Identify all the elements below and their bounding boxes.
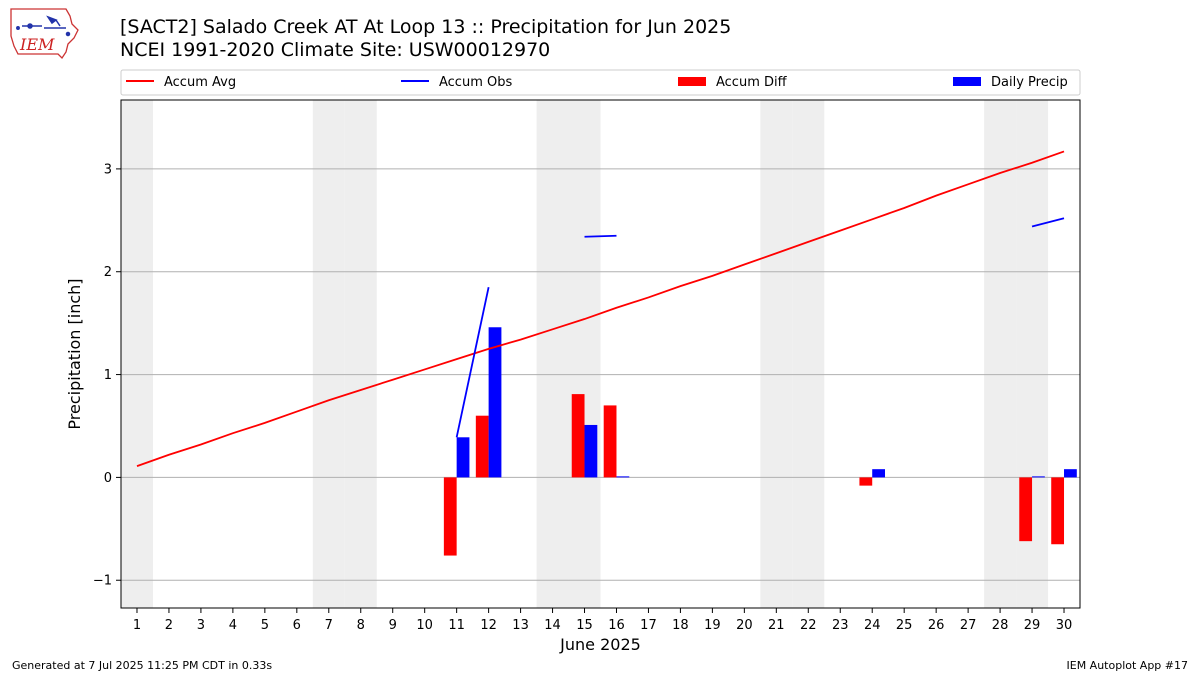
daily-precip-bar-30 — [1064, 469, 1077, 478]
legend-swatch-3 — [678, 77, 706, 86]
accum-diff-bar-30 — [1051, 477, 1065, 545]
iowa-state-outline-icon — [10, 8, 79, 60]
weekend-shading — [121, 100, 1049, 608]
grid-lines — [121, 168, 1080, 581]
x-tick-label: 22 — [800, 618, 817, 633]
x-axis-label: June 2025 — [559, 635, 641, 654]
x-tick-label: 1 — [133, 618, 141, 633]
weekend-shade-day-15 — [568, 100, 601, 608]
accum-diff-bar-15 — [571, 394, 585, 478]
x-tick-label: 10 — [416, 618, 433, 633]
x-tick-label: 16 — [608, 618, 625, 633]
y-tick-label: 1 — [104, 368, 112, 383]
accum-diff-bar-24 — [859, 477, 873, 486]
x-tick-label: 5 — [261, 618, 269, 633]
x-tick-label: 30 — [1056, 618, 1073, 633]
y-tick-label: 3 — [104, 162, 112, 177]
x-tick-label: 15 — [576, 618, 593, 633]
accum-diff-bar-29 — [1019, 477, 1033, 542]
bars — [443, 327, 1077, 556]
daily-precip-bar-29 — [1032, 476, 1045, 478]
legend-label-3: Accum Diff — [716, 75, 788, 90]
accum-obs-line-segment-2 — [584, 234, 617, 238]
legend-swatch-4 — [953, 77, 981, 86]
accum-avg-line — [136, 150, 1065, 467]
accum-diff-bar-11 — [443, 477, 457, 556]
weekend-shade-day-1 — [121, 100, 153, 608]
weekend-shade-day-7 — [312, 100, 345, 608]
plot-frame — [120, 99, 1081, 609]
x-tick-label: 25 — [896, 618, 913, 633]
x-tick-label: 19 — [704, 618, 721, 633]
x-tick-label: 11 — [448, 618, 465, 633]
legend-label-1: Accum Avg — [164, 75, 236, 90]
y-tick-label: 0 — [104, 471, 112, 486]
x-tick-label: 26 — [928, 618, 945, 633]
x-tick-label: 14 — [544, 618, 561, 633]
chart-title: [SACT2] Salado Creek AT At Loop 13 :: Pr… — [120, 16, 732, 38]
iem-logo: IEM — [10, 8, 79, 60]
x-tick-label: 12 — [480, 618, 497, 633]
legend-label-2: Accum Obs — [439, 75, 512, 90]
x-tick-label: 4 — [229, 618, 237, 633]
daily-precip-bar-12 — [488, 327, 502, 478]
daily-precip-bar-15 — [584, 424, 598, 478]
y-tick-label: −1 — [93, 574, 112, 589]
weather-station-icon — [16, 15, 71, 37]
y-axis-label: Precipitation [inch] — [65, 278, 84, 429]
weekend-shade-day-22 — [792, 100, 825, 608]
accum-obs-line-segment-3 — [1031, 217, 1065, 228]
weekend-shade-day-28 — [984, 100, 1017, 608]
x-tick-label: 20 — [736, 618, 753, 633]
accum-diff-bar-16 — [603, 405, 617, 478]
x-tick-label: 29 — [1024, 618, 1041, 633]
accum-diff-bar-12 — [475, 415, 489, 478]
app-label: IEM Autoplot App #17 — [1066, 659, 1189, 672]
x-tick-label: 17 — [640, 618, 657, 633]
lines — [136, 150, 1065, 467]
x-tick-label: 21 — [768, 618, 785, 633]
weekend-shade-day-8 — [344, 100, 377, 608]
x-tick-label: 3 — [197, 618, 205, 633]
x-tick-label: 2 — [165, 618, 173, 633]
x-tick-label: 18 — [672, 618, 689, 633]
x-tick-label: 13 — [512, 618, 529, 633]
x-tick-label: 24 — [864, 618, 881, 633]
weekend-shade-day-14 — [536, 100, 569, 608]
x-tick-label: 23 — [832, 618, 849, 633]
daily-precip-bar-16 — [616, 476, 630, 478]
logo-text: IEM — [19, 35, 55, 54]
y-tick-label: 2 — [104, 265, 112, 280]
legend-box — [120, 69, 1081, 96]
legend-label-4: Daily Precip — [991, 75, 1068, 90]
legend: Accum Avg Accum Obs Accum Diff Daily Precip — [120, 69, 1081, 96]
weekend-shade-day-21 — [760, 100, 793, 608]
x-tick-label: 6 — [293, 618, 301, 633]
x-tick-label: 9 — [389, 618, 397, 633]
x-tick-label: 27 — [960, 618, 977, 633]
x-tick-label: 28 — [992, 618, 1009, 633]
chart-subtitle: NCEI 1991-2020 Climate Site: USW00012970 — [120, 39, 551, 61]
accum-obs-line-segment-1 — [455, 286, 490, 438]
daily-precip-bar-24 — [872, 469, 886, 478]
daily-precip-bar-11 — [456, 437, 470, 478]
generated-timestamp: Generated at 7 Jul 2025 11:25 PM CDT in … — [12, 659, 273, 672]
x-tick-label: 8 — [357, 618, 365, 633]
x-tick-label: 7 — [325, 618, 333, 633]
